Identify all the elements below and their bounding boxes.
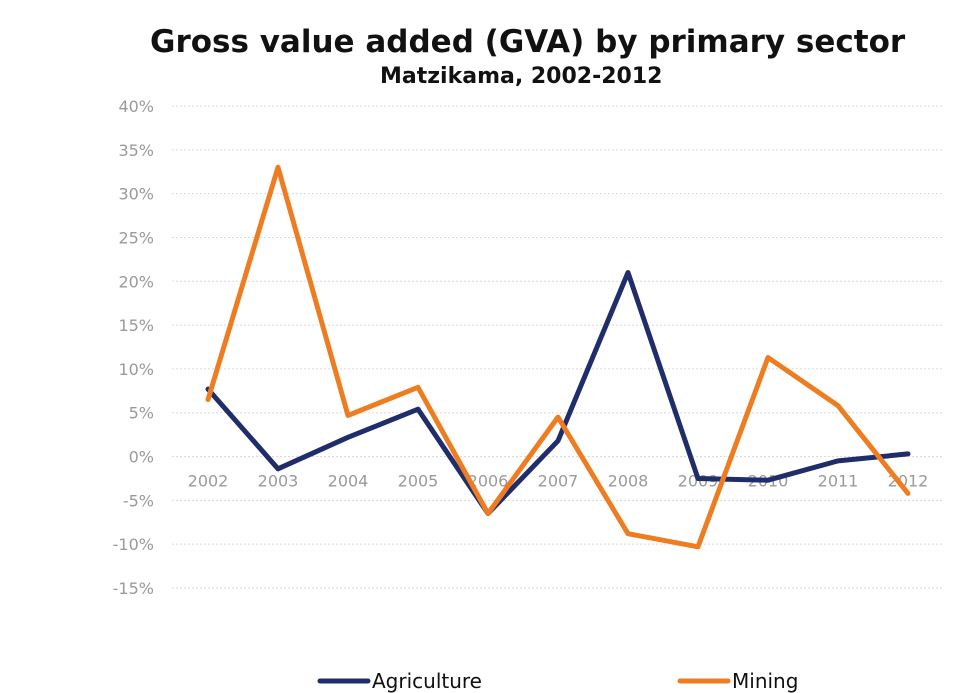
y-tick-label: 30% xyxy=(118,185,154,204)
x-tick-label: 2012 xyxy=(888,472,929,491)
x-tick-label: 2003 xyxy=(258,472,299,491)
x-tick-label: 2005 xyxy=(398,472,439,491)
gridlines xyxy=(172,105,944,589)
y-tick-label: 15% xyxy=(118,316,154,335)
chart-subtitle: Matzikama, 2002-2012 xyxy=(380,64,663,89)
x-tick-label: 2008 xyxy=(608,472,649,491)
legend: Agriculture Mining xyxy=(317,669,798,693)
y-tick-label: 0% xyxy=(129,448,154,467)
y-tick-label: 35% xyxy=(118,141,154,160)
x-tick-label: 2002 xyxy=(188,472,229,491)
y-axis-tick-labels: 40% 35% 30% 25% 20% 15% 10% 5% 0% -5% -10% -15% xyxy=(113,97,154,598)
y-tick-label: -15% xyxy=(113,579,154,598)
y-tick-label: 10% xyxy=(118,360,154,379)
y-tick-label: -10% xyxy=(113,535,154,554)
x-axis-tick-labels: 2002 2003 2004 2005 2006 2007 2008 2009 2010 2011… xyxy=(188,472,929,491)
y-tick-label: 40% xyxy=(118,97,154,116)
x-tick-label: 2011 xyxy=(818,472,859,491)
x-tick-label: 2006 xyxy=(468,472,509,491)
x-tick-label: 2007 xyxy=(538,472,579,491)
y-tick-label: 20% xyxy=(118,272,154,291)
y-tick-label: -5% xyxy=(123,491,154,510)
legend-label-agriculture: Agriculture xyxy=(372,669,482,693)
y-tick-label: 5% xyxy=(129,404,154,423)
chart-title: Gross value added (GVA) by primary secto… xyxy=(150,24,906,60)
series-lines xyxy=(205,164,911,550)
legend-label-mining: Mining xyxy=(732,669,798,693)
x-tick-label: 2004 xyxy=(328,472,369,491)
y-tick-label: 25% xyxy=(118,228,154,247)
